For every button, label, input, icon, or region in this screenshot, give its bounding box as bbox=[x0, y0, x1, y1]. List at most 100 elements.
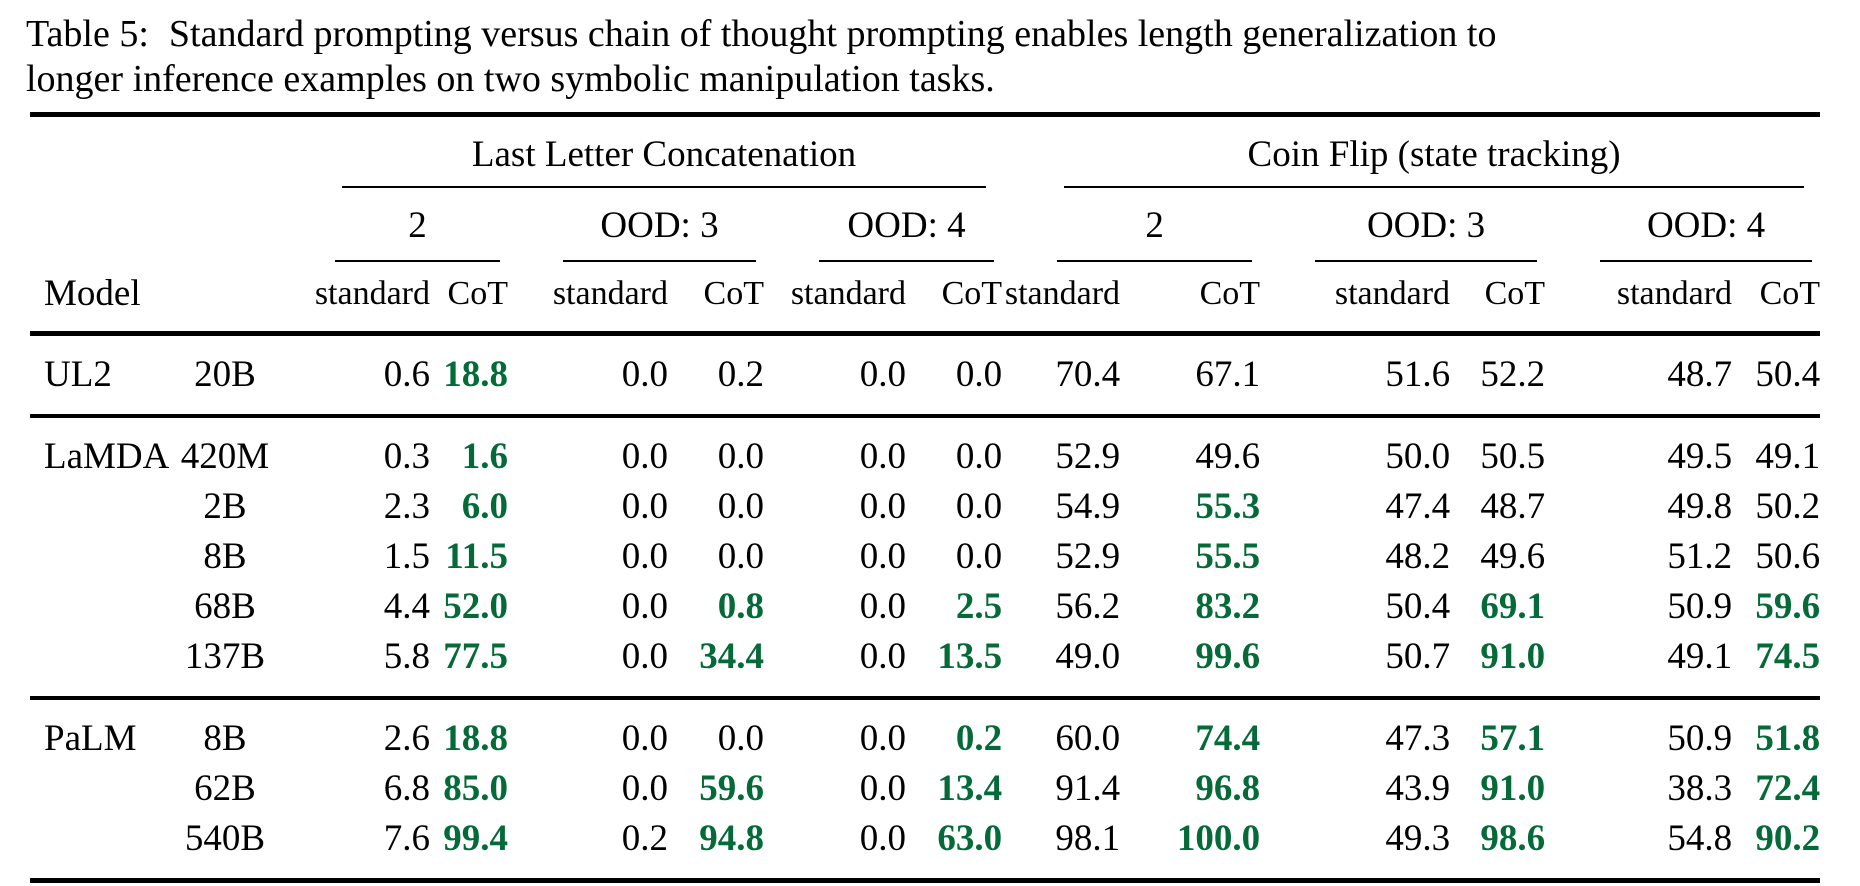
value-cell: 5.8 bbox=[383, 636, 430, 677]
value-cell-highlighted: 59.6 bbox=[699, 768, 764, 809]
group-header-label: Last Letter Concatenation bbox=[342, 133, 987, 188]
model-family-cell bbox=[30, 764, 170, 814]
value-cell-highlighted: 13.5 bbox=[937, 636, 1003, 677]
value-cell-highlighted: 63.0 bbox=[906, 814, 1003, 883]
column-header-cot: CoT bbox=[430, 262, 508, 336]
value-cell: 50.9 bbox=[1667, 586, 1733, 627]
value-cell: 0.0 bbox=[508, 696, 668, 764]
value-cell: 2.3 bbox=[383, 486, 430, 527]
caption-label: Table 5: bbox=[26, 13, 149, 55]
column-header-cot: CoT bbox=[1450, 262, 1546, 336]
value-cell-highlighted: 91.0 bbox=[1480, 636, 1546, 677]
value-cell: 51.2 bbox=[1667, 536, 1733, 577]
subgroup-header-cf-ood3: OOD: 3 bbox=[1260, 188, 1545, 262]
value-cell: 0.0 bbox=[906, 414, 1003, 482]
header-stub bbox=[30, 188, 280, 262]
value-cell: 0.0 bbox=[859, 486, 906, 527]
value-cell-highlighted: 96.8 bbox=[1195, 768, 1261, 809]
table-row: 68B 4.4 52.0 0.0 0.8 0.0 2.5 56.2 83.2 50.4 69.1 50… bbox=[30, 582, 1820, 632]
value-cell: 0.0 bbox=[859, 636, 906, 677]
value-cell: 49.3 bbox=[1260, 814, 1451, 883]
value-cell: 0.0 bbox=[508, 414, 668, 482]
value-cell-highlighted: 83.2 bbox=[1195, 586, 1261, 627]
value-cell: 0.0 bbox=[621, 586, 668, 627]
value-cell: 0.0 bbox=[621, 636, 668, 677]
value-cell-highlighted: 0.8 bbox=[717, 586, 764, 627]
value-cell-highlighted: 74.5 bbox=[1755, 636, 1821, 677]
value-cell: 49.6 bbox=[1480, 536, 1546, 577]
value-cell-highlighted: 11.5 bbox=[445, 536, 508, 577]
column-header-standard: standard bbox=[1002, 262, 1121, 336]
model-size-cell: 8B bbox=[170, 696, 280, 764]
column-header-row: Model standard CoT standard CoT standard… bbox=[30, 262, 1821, 336]
value-cell-highlighted: 13.4 bbox=[937, 768, 1003, 809]
value-cell-highlighted: 77.5 bbox=[443, 636, 508, 677]
value-cell: 0.0 bbox=[859, 354, 906, 395]
value-cell: 38.3 bbox=[1667, 768, 1733, 809]
value-cell: 0.0 bbox=[621, 768, 668, 809]
column-header-standard: standard bbox=[764, 262, 906, 336]
column-header-cot: CoT bbox=[668, 262, 764, 336]
results-table: Last Letter Concatenation Coin Flip (sta… bbox=[30, 112, 1821, 883]
value-cell: 49.1 bbox=[1667, 636, 1733, 677]
value-cell-highlighted: 90.2 bbox=[1732, 814, 1821, 883]
model-family-cell bbox=[30, 814, 170, 883]
caption-line-2: longer inference examples on two symboli… bbox=[26, 58, 995, 100]
value-cell-highlighted: 0.2 bbox=[906, 696, 1003, 764]
value-cell: 0.0 bbox=[764, 414, 906, 482]
value-cell: 56.2 bbox=[1055, 586, 1121, 627]
value-cell: 54.9 bbox=[1055, 486, 1121, 527]
column-header-cot: CoT bbox=[1120, 262, 1261, 336]
column-header-standard: standard bbox=[1545, 262, 1733, 336]
value-cell: 0.2 bbox=[508, 814, 668, 883]
header-stub bbox=[30, 112, 280, 188]
model-family-cell bbox=[30, 532, 170, 582]
value-cell-highlighted: 99.4 bbox=[430, 814, 508, 883]
table-row: PaLM 8B 2.6 18.8 0.0 0.0 0.0 0.2 60.0 74.4 47.3 57.… bbox=[30, 696, 1821, 764]
value-cell: 0.0 bbox=[621, 354, 668, 395]
table-row: 540B 7.6 99.4 0.2 94.8 0.0 63.0 98.1 100.0 49.3 98… bbox=[30, 814, 1821, 883]
value-cell: 49.6 bbox=[1120, 414, 1261, 482]
model-size-cell: 540B bbox=[170, 814, 280, 883]
value-cell-highlighted: 2.5 bbox=[955, 586, 1003, 627]
value-cell-highlighted: 51.8 bbox=[1732, 696, 1821, 764]
model-size-cell: 20B bbox=[194, 354, 256, 395]
value-cell: 6.8 bbox=[383, 768, 430, 809]
value-cell: 50.9 bbox=[1545, 696, 1733, 764]
model-size-cell: 2B bbox=[203, 486, 247, 527]
caption-line-1: Table 5: Standard prompting versus chain … bbox=[26, 12, 1834, 57]
value-cell: 70.4 bbox=[1055, 354, 1121, 395]
value-cell: 7.6 bbox=[280, 814, 430, 883]
value-cell: 50.5 bbox=[1450, 414, 1546, 482]
value-cell: 48.2 bbox=[1385, 536, 1451, 577]
table-row: 8B 1.5 11.5 0.0 0.0 0.0 0.0 52.9 55.5 48.2 49.6 51.… bbox=[30, 532, 1820, 582]
subgroup-header-cf-ood4: OOD: 4 bbox=[1545, 188, 1820, 262]
value-cell: 2.6 bbox=[280, 696, 430, 764]
value-cell: 0.0 bbox=[955, 536, 1003, 577]
value-cell: 50.2 bbox=[1755, 486, 1821, 527]
model-size-cell: 8B bbox=[203, 536, 247, 577]
column-header-model: Model bbox=[30, 262, 280, 336]
value-cell: 0.0 bbox=[668, 414, 764, 482]
value-cell: 0.0 bbox=[764, 696, 906, 764]
value-cell-highlighted: 91.0 bbox=[1480, 768, 1546, 809]
value-cell-highlighted: 85.0 bbox=[443, 768, 508, 809]
value-cell: 52.2 bbox=[1480, 354, 1546, 395]
value-cell-highlighted: 57.1 bbox=[1450, 696, 1546, 764]
value-cell: 0.0 bbox=[717, 486, 764, 527]
column-header-standard: standard bbox=[280, 262, 430, 336]
value-cell: 51.6 bbox=[1385, 354, 1451, 395]
value-cell: 0.3 bbox=[280, 414, 430, 482]
table-caption: Table 5: Standard prompting versus chain … bbox=[0, 0, 1860, 102]
value-cell: 91.4 bbox=[1055, 768, 1121, 809]
value-cell: 49.8 bbox=[1667, 486, 1733, 527]
value-cell: 4.4 bbox=[383, 586, 430, 627]
value-cell: 49.0 bbox=[1055, 636, 1121, 677]
value-cell: 0.0 bbox=[621, 486, 668, 527]
table-row: 2B 2.3 6.0 0.0 0.0 0.0 0.0 54.9 55.3 47.4 48.7 49.8… bbox=[30, 482, 1820, 532]
subgroup-header-row: 2 OOD: 3 OOD: 4 2 OOD: 3 OOD: 4 bbox=[30, 188, 1820, 262]
value-cell: 50.4 bbox=[1755, 354, 1821, 395]
group-header-row: Last Letter Concatenation Coin Flip (sta… bbox=[30, 112, 1821, 188]
column-header-standard: standard bbox=[508, 262, 668, 336]
value-cell-highlighted: 6.0 bbox=[461, 486, 508, 527]
